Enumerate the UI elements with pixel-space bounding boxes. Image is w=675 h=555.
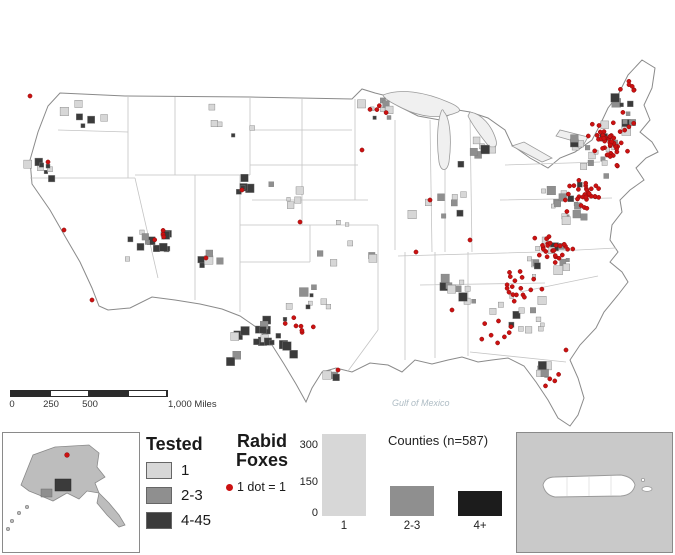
ytick-0: 0 (311, 507, 318, 519)
scale-bar: 0 250 500 1,000 Miles (9, 390, 217, 411)
tested-label-4-45: 4-45 (181, 512, 212, 529)
scale-label-1000-miles: 1,000 Miles (168, 399, 217, 410)
scale-label-0: 0 (9, 399, 15, 410)
scale-segment (11, 391, 50, 396)
tested-swatch-medium (146, 487, 172, 504)
ytick-300: 300 (299, 439, 318, 451)
scale-label-250: 250 (43, 399, 59, 410)
tested-label-2-3: 2-3 (181, 487, 203, 504)
us-map-svg (23, 59, 659, 427)
scale-segment (128, 391, 167, 396)
xcat-2-3: 2-3 (403, 520, 421, 532)
rabid-dot-key: 1 dot = 1 (226, 480, 298, 494)
bar-4plus-tested (458, 491, 502, 516)
legend-row-1: 1 (146, 462, 220, 479)
chart-title: Counties (n=587) (388, 433, 489, 448)
bar-group-2-3: 2-3 (390, 432, 434, 532)
alaska-rabid-fox-dot (64, 452, 70, 458)
xcat-1: 1 (340, 520, 348, 532)
us-outline (29, 59, 659, 427)
tested-label-1: 1 (181, 462, 190, 479)
puerto-rico-municipio-lines (566, 476, 612, 496)
legend-row-2-3: 2-3 (146, 487, 220, 504)
chart-plot-area: 1 2-3 4+ (322, 432, 508, 532)
bar-1-tested (322, 434, 366, 516)
legend: Tested 1 2-3 4-45 Rabid Foxes 1 (146, 432, 296, 553)
scale-segment (50, 391, 89, 396)
puerto-rico-map-svg (542, 474, 653, 498)
alaska-tested-county-dark (54, 478, 72, 492)
rabid-dot-label: 1 dot = 1 (237, 480, 286, 494)
alaska-landmass (6, 444, 126, 532)
ytick-150: 150 (299, 476, 318, 488)
state-borders (30, 96, 617, 372)
scale-label-500: 500 (82, 399, 98, 410)
rabid-foxes-legend-title: Rabid Foxes (235, 431, 289, 470)
bar-group-4plus: 4+ (458, 432, 502, 532)
bottom-panel: Tested 1 2-3 4-45 Rabid Foxes 1 (0, 430, 675, 555)
us-county-map: Gulf of Mexico 0 250 500 1,000 Miles (9, 59, 659, 427)
tested-swatch-light (146, 462, 172, 479)
rabid-foxes-legend: Rabid Foxes 1 dot = 1 (226, 432, 298, 494)
rabid-fox-dot-layer (27, 78, 637, 389)
puerto-rico-inset (516, 432, 673, 553)
tested-legend: Tested 1 2-3 4-45 (146, 434, 220, 529)
bar-group-1: 1 (322, 432, 366, 532)
tested-legend-title: Tested (146, 434, 203, 454)
alaska-map-svg (6, 444, 126, 532)
rabid-dot-icon (226, 483, 233, 491)
scale-segment (89, 391, 128, 396)
vieques-island (641, 486, 653, 492)
scale-bar-segments (10, 390, 168, 397)
counties-bar-chart: Counties (n=587) 300 150 0 1 2-3 4+ (296, 430, 514, 554)
scale-bar-labels: 0 250 500 1,000 Miles (9, 399, 216, 411)
alaska-tested-county-medium (40, 488, 53, 498)
tested-swatch-dark (146, 512, 172, 529)
great-lakes (382, 91, 589, 170)
xcat-4plus: 4+ (473, 520, 487, 532)
gulf-of-mexico-label: Gulf of Mexico (392, 398, 450, 408)
culebra-island (641, 478, 646, 483)
bar-2-3-tested (390, 486, 434, 516)
legend-row-4-45: 4-45 (146, 512, 220, 529)
alaska-inset (2, 432, 140, 553)
